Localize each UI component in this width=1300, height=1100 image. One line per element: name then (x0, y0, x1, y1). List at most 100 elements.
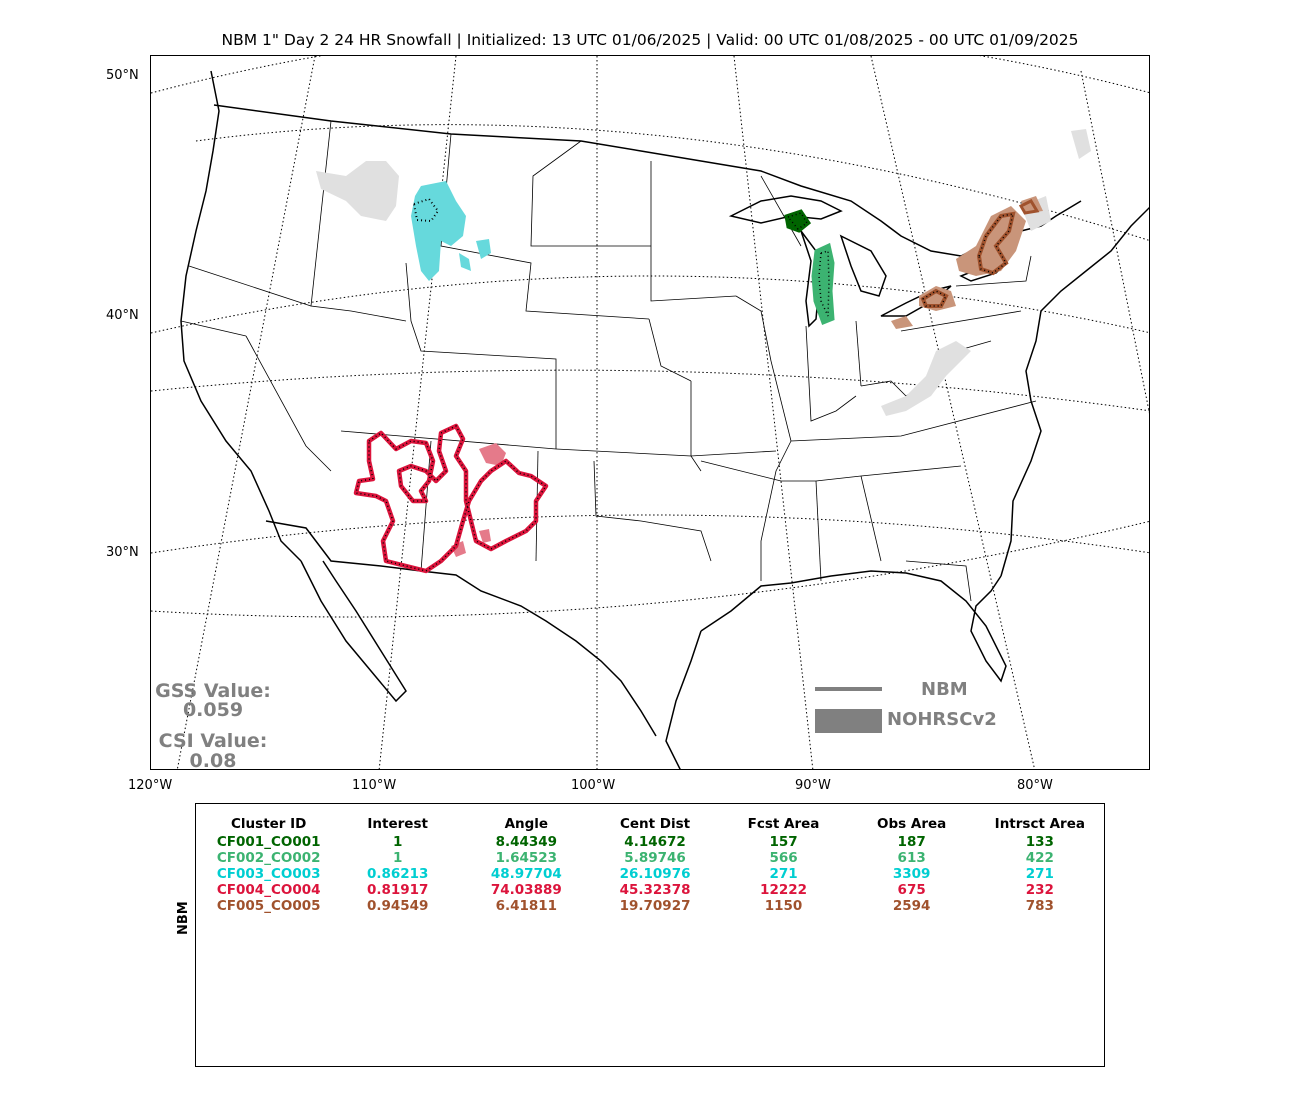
graticule (151, 56, 1149, 769)
table-cell: 74.03889 (490, 882, 562, 898)
cluster5-obs-east (956, 206, 1026, 276)
legend-nbm-label: NBM (921, 679, 968, 700)
gss-value: 0.059 (182, 699, 244, 721)
state-line-22 (805, 325, 857, 422)
csi-label: CSI Value: (158, 730, 268, 752)
obs-quebec-patch (1071, 129, 1091, 159)
state-line-10 (530, 140, 651, 247)
header-angle: Angle (504, 816, 549, 832)
lat-label-40: 40°N (106, 308, 139, 323)
state-line-28 (760, 175, 802, 247)
table-cell: 0.81917 (366, 882, 429, 898)
cluster3-fcst-outline (412, 197, 440, 223)
cluster4-obs-se (479, 529, 491, 543)
csi-value: 0.08 (189, 750, 237, 772)
cluster5-obs (891, 196, 1043, 329)
table-cell: 4.14672 (624, 834, 686, 850)
legend-nohrsc-label: NOHRSCv2 (887, 709, 997, 730)
table-cell: 613 (897, 850, 926, 866)
legend-nohrsc-patch (815, 709, 882, 733)
graticule-lat-45 (195, 124, 1149, 241)
table-cell: 3309 (892, 866, 931, 882)
header-fcst-area: Fcst Area (747, 816, 820, 832)
state-borders (180, 120, 1037, 602)
cluster1-area (784, 209, 812, 233)
cluster3-obs (411, 181, 491, 281)
state-line-21 (860, 475, 882, 562)
header-interest: Interest (367, 816, 428, 832)
table-row: CF001_CO001 1 8.44349 4.14672 157 187 133 (204, 834, 1104, 850)
state-line-14 (593, 460, 712, 562)
lon-label-110w: 110°W (352, 778, 397, 793)
baja-coast (300, 560, 407, 703)
graticule-lat-50 (151, 56, 1149, 94)
table-cell: 675 (897, 882, 926, 898)
table-cell: 1 (392, 850, 403, 866)
state-line-26 (955, 255, 1032, 287)
graticule-lon-115 (176, 56, 316, 769)
lon-label-90w: 90°W (795, 778, 831, 793)
cluster2-fcst-outline (818, 250, 830, 317)
state-line-9 (440, 133, 650, 320)
table-side-label: NBM (176, 901, 191, 935)
state-line-2 (180, 320, 247, 337)
cluster5-fcst-ny (1018, 199, 1040, 215)
state-line-5 (405, 262, 557, 449)
us-mexico-border (265, 520, 657, 737)
table-cell: 1150 (764, 898, 803, 914)
state-line-25 (900, 310, 1022, 332)
cluster5-obs-erie (891, 316, 913, 329)
header-obs-area: Obs Area (877, 816, 947, 832)
map-canvas (151, 56, 1149, 769)
state-line-15 (690, 381, 777, 457)
coastlines (180, 70, 1149, 769)
obs-montana-patch (316, 161, 399, 221)
gulf-coast (700, 570, 1007, 683)
table-cell: 0.86213 (366, 866, 429, 882)
cluster3-obs-blob-2 (459, 253, 471, 271)
table-cell: CF003_CO003 (216, 866, 321, 882)
table-cell: 2594 (892, 898, 931, 914)
obs-unmatched-areas (316, 129, 1091, 416)
table-cell: 271 (1025, 866, 1054, 882)
table-cell: 5.89746 (624, 850, 686, 866)
map-panel (150, 55, 1150, 770)
table-cell: 45.32378 (619, 882, 691, 898)
great-lake-superior (728, 195, 843, 224)
state-line-7 (420, 440, 432, 572)
stats-table: Cluster ID Interest Angle Cent Dist Fcst… (204, 814, 1104, 914)
state-line-12 (648, 318, 692, 382)
lat-label-50: 50°N (106, 68, 139, 83)
header-cluster-id: Cluster ID (231, 816, 307, 832)
table-cell: 783 (1025, 898, 1054, 914)
table-row: CF004_CO004 0.81917 74.03889 45.32378 12222 6… (204, 882, 1104, 898)
table-cell: 8.44349 (495, 834, 558, 850)
table-cell: 271 (769, 866, 798, 882)
table-cell: CF001_CO001 (216, 834, 321, 850)
table-cell: 422 (1025, 850, 1054, 866)
us-canada-border (213, 104, 1082, 257)
table-cell: 0.94549 (366, 898, 429, 914)
cluster3-obs-blob (476, 239, 491, 259)
legend-nbm-line (815, 687, 882, 691)
stats-table-panel: Cluster ID Interest Angle Cent Dist Fcst… (195, 803, 1105, 1067)
obs-ohio-valley-patch (881, 341, 971, 416)
lon-label-120w: 120°W (128, 778, 173, 793)
cluster4-fcst-outline-dots (355, 425, 548, 572)
header-intrsct-area: Intrsct Area (994, 816, 1085, 832)
header-cent-dist: Cent Dist (619, 816, 691, 832)
lat-label-30: 30°N (106, 545, 139, 560)
state-line-1 (188, 265, 312, 307)
table-cell: 187 (897, 834, 926, 850)
plot-title: NBM 1" Day 2 24 HR Snowfall | Initialize… (221, 31, 1079, 49)
table-cell: 12222 (760, 882, 808, 898)
graticule-lat-30 (151, 514, 1149, 554)
table-row: CF002_CO002 1 1.64523 5.89746 566 613 422 (204, 850, 1104, 866)
state-line-17 (760, 360, 792, 581)
state-line-4 (310, 120, 407, 322)
state-line-23 (855, 320, 862, 387)
table-cell: CF005_CO005 (216, 898, 321, 914)
cluster4-obs-north (479, 443, 506, 466)
graticule-lon-80 (1080, 70, 1149, 414)
atlantic-coast (1000, 206, 1149, 577)
